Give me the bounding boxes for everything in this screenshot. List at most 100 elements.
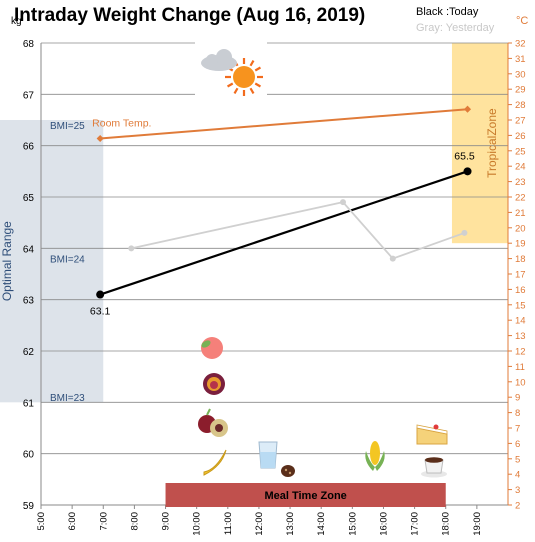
series-today: 63.1 65.5 bbox=[90, 150, 475, 317]
x-tick-label: 17:00 bbox=[410, 512, 421, 536]
corn-cob bbox=[370, 441, 380, 465]
series-line bbox=[99, 170, 468, 296]
data-label: 63.1 bbox=[90, 306, 111, 318]
cloud-sun-icon bbox=[195, 42, 267, 98]
sun-disc bbox=[233, 66, 255, 88]
water bbox=[260, 452, 276, 468]
sun-ray bbox=[233, 87, 239, 95]
y-right-tick-label: 32 bbox=[515, 39, 526, 50]
sun-ray bbox=[254, 82, 262, 88]
y-right-tick-label: 13 bbox=[515, 331, 526, 342]
sun-ray bbox=[226, 82, 234, 88]
fig-core bbox=[210, 381, 218, 389]
chart-title: Intraday Weight Change (Aug 16, 2019) bbox=[14, 5, 365, 26]
y-right-tick-label: 24 bbox=[515, 162, 526, 173]
x-tick-label: 12:00 bbox=[254, 512, 265, 536]
legend-yesterday: Gray: Yesterday bbox=[416, 22, 495, 34]
chocolate bbox=[281, 465, 295, 477]
y-right-tick-label: 27 bbox=[515, 116, 526, 127]
meal-time-zone-bar bbox=[165, 483, 446, 507]
tropical-zone-band bbox=[451, 43, 508, 244]
y-tick-label: 62 bbox=[23, 347, 35, 358]
y-right-tick-label: 12 bbox=[515, 347, 526, 358]
tropical-zone-label: TropicalZone bbox=[485, 108, 499, 178]
x-tick-label: 10:00 bbox=[192, 512, 203, 536]
y-right-tick-label: 8 bbox=[515, 408, 520, 419]
optimal-range-band bbox=[0, 120, 104, 403]
y-right-tick-label: 29 bbox=[515, 85, 526, 96]
y-right-tick-label: 25 bbox=[515, 146, 526, 157]
series-point bbox=[463, 167, 472, 176]
y-right-tick-label: 10 bbox=[515, 377, 526, 388]
y-right-tick-label: 26 bbox=[515, 131, 526, 142]
x-tick-label: 5:00 bbox=[36, 512, 47, 531]
y-right-tick-label: 3 bbox=[515, 485, 520, 496]
x-tick-label: 9:00 bbox=[161, 512, 172, 531]
plum-pit bbox=[215, 424, 223, 432]
series-room-temp- bbox=[96, 105, 472, 143]
peach-body bbox=[201, 337, 223, 359]
fig-icon bbox=[203, 373, 225, 395]
y-right-tick-label: 14 bbox=[515, 316, 526, 327]
y-right-tick-label: 31 bbox=[515, 54, 526, 65]
series-point bbox=[96, 134, 104, 143]
chocolate-dot bbox=[288, 471, 292, 475]
x-tick-label: 7:00 bbox=[98, 512, 109, 531]
series-point bbox=[128, 245, 135, 252]
y-right-tick-label: 5 bbox=[515, 454, 520, 465]
y-right-tick-label: 21 bbox=[515, 208, 526, 219]
data-label: 65.5 bbox=[454, 150, 475, 162]
corn-leaf bbox=[365, 451, 375, 471]
corn-icon bbox=[365, 441, 385, 471]
left-axis-unit: kg bbox=[11, 16, 22, 27]
optimal-range-label: Optimal Range bbox=[0, 221, 14, 301]
cloud-puff bbox=[206, 54, 218, 66]
y-right-tick-label: 20 bbox=[515, 223, 526, 234]
room-temp-label: Room Temp. bbox=[92, 117, 151, 129]
y-tick-label: 63 bbox=[23, 296, 35, 307]
y-tick-label: 60 bbox=[23, 450, 35, 461]
banana bbox=[203, 449, 227, 476]
banana-icon bbox=[203, 449, 227, 476]
y-right-tick-label: 6 bbox=[515, 439, 520, 450]
series-point bbox=[96, 290, 105, 299]
y-right-tick-label: 18 bbox=[515, 254, 526, 265]
y-tick-label: 59 bbox=[23, 501, 35, 512]
series-point bbox=[463, 105, 472, 113]
y-right-tick-label: 23 bbox=[515, 177, 526, 188]
corn-leaf bbox=[375, 451, 385, 471]
meal-time-zone-label: Meal Time Zone bbox=[264, 490, 346, 502]
y-right-tick-label: 4 bbox=[515, 470, 520, 481]
y-right-tick-label: 7 bbox=[515, 424, 520, 435]
x-tick-label: 14:00 bbox=[316, 512, 327, 536]
x-tick-label: 8:00 bbox=[129, 512, 140, 531]
plum-icon bbox=[198, 408, 228, 437]
x-tick-label: 15:00 bbox=[347, 512, 358, 536]
y-right-tick-label: 2 bbox=[515, 501, 520, 512]
series-point bbox=[339, 199, 346, 206]
sun-ray bbox=[249, 59, 255, 67]
y-right-tick-label: 19 bbox=[515, 239, 526, 250]
x-tick-label: 6:00 bbox=[67, 512, 78, 531]
cake-berry bbox=[433, 424, 439, 430]
y-tick-label: 67 bbox=[23, 90, 35, 101]
y-right-tick-label: 30 bbox=[515, 69, 526, 80]
x-tick-label: 13:00 bbox=[285, 512, 296, 536]
y-tick-label: 68 bbox=[23, 39, 35, 50]
x-tick-label: 18:00 bbox=[441, 512, 452, 536]
series-line bbox=[131, 201, 465, 260]
coffee-cup-icon bbox=[421, 457, 447, 478]
y-right-tick-label: 28 bbox=[515, 100, 526, 111]
bmi-label: BMI=24 bbox=[50, 255, 85, 266]
x-tick-label: 11:00 bbox=[223, 512, 234, 535]
series-line bbox=[100, 108, 468, 140]
series-point bbox=[389, 255, 396, 262]
y-right-tick-label: 16 bbox=[515, 285, 526, 296]
chocolate-icon bbox=[281, 465, 295, 477]
bmi-label: BMI=23 bbox=[50, 393, 85, 404]
peach-leaf bbox=[201, 340, 211, 348]
y-right-tick-label: 17 bbox=[515, 270, 526, 281]
y-right-tick-label: 11 bbox=[515, 362, 525, 373]
y-right-tick-label: 15 bbox=[515, 300, 526, 311]
